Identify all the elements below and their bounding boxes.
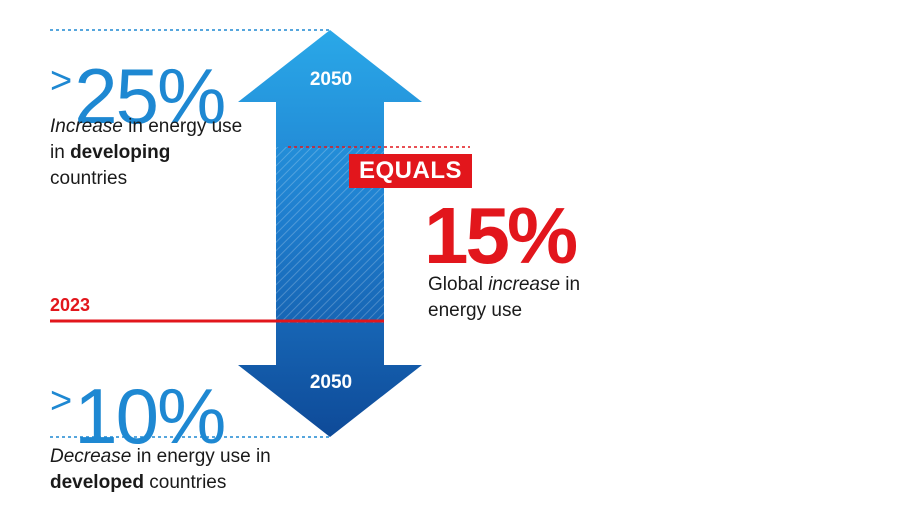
arrow-top-year: 2050 [310, 69, 352, 90]
bottom-stat-prefix: > [50, 380, 73, 422]
top-stat-value: >25% [50, 42, 226, 135]
equals-badge: EQUALS [349, 154, 472, 188]
bottom-stat-value: >10% [50, 362, 226, 455]
result-stat-description: Global increase in energy use [428, 274, 581, 321]
top-stat-description: Increase in energy use in developing cou… [50, 116, 243, 189]
top-stat-prefix: > [50, 60, 73, 102]
bottom-stat-description: Decrease in energy use in developed coun… [50, 446, 271, 493]
result-stat-value: 15% [424, 191, 578, 280]
baseline-year-label: 2023 [50, 295, 91, 315]
bottom-stat-number: 10% [74, 372, 226, 460]
arrow-bottom-year: 2050 [310, 372, 352, 393]
top-stat-number: 25% [74, 52, 226, 140]
